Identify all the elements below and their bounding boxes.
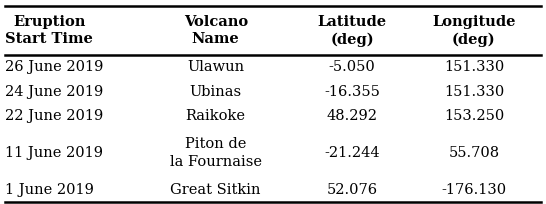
Text: Raikoke: Raikoke [186, 109, 246, 123]
Text: Volcano
Name: Volcano Name [183, 15, 248, 46]
Text: Ulawun: Ulawun [187, 60, 244, 74]
Text: 26 June 2019: 26 June 2019 [5, 60, 104, 74]
Text: 151.330: 151.330 [444, 85, 504, 99]
Text: Piton de
la Fournaise: Piton de la Fournaise [170, 137, 262, 169]
Text: -5.050: -5.050 [329, 60, 376, 74]
Text: Longitude
(deg): Longitude (deg) [432, 15, 515, 47]
Text: 151.330: 151.330 [444, 60, 504, 74]
Text: 55.708: 55.708 [448, 146, 500, 160]
Text: -176.130: -176.130 [441, 183, 507, 197]
Text: Ubinas: Ubinas [189, 85, 242, 99]
Text: 52.076: 52.076 [327, 183, 378, 197]
Text: Eruption
Start Time: Eruption Start Time [5, 15, 93, 46]
Text: Great Sitkin: Great Sitkin [170, 183, 261, 197]
Text: 22 June 2019: 22 June 2019 [5, 109, 104, 123]
Text: 11 June 2019: 11 June 2019 [5, 146, 103, 160]
Text: 48.292: 48.292 [327, 109, 378, 123]
Text: 153.250: 153.250 [444, 109, 504, 123]
Text: 24 June 2019: 24 June 2019 [5, 85, 104, 99]
Text: -16.355: -16.355 [324, 85, 380, 99]
Text: 1 June 2019: 1 June 2019 [5, 183, 94, 197]
Text: Latitude
(deg): Latitude (deg) [318, 15, 387, 47]
Text: -21.244: -21.244 [324, 146, 380, 160]
